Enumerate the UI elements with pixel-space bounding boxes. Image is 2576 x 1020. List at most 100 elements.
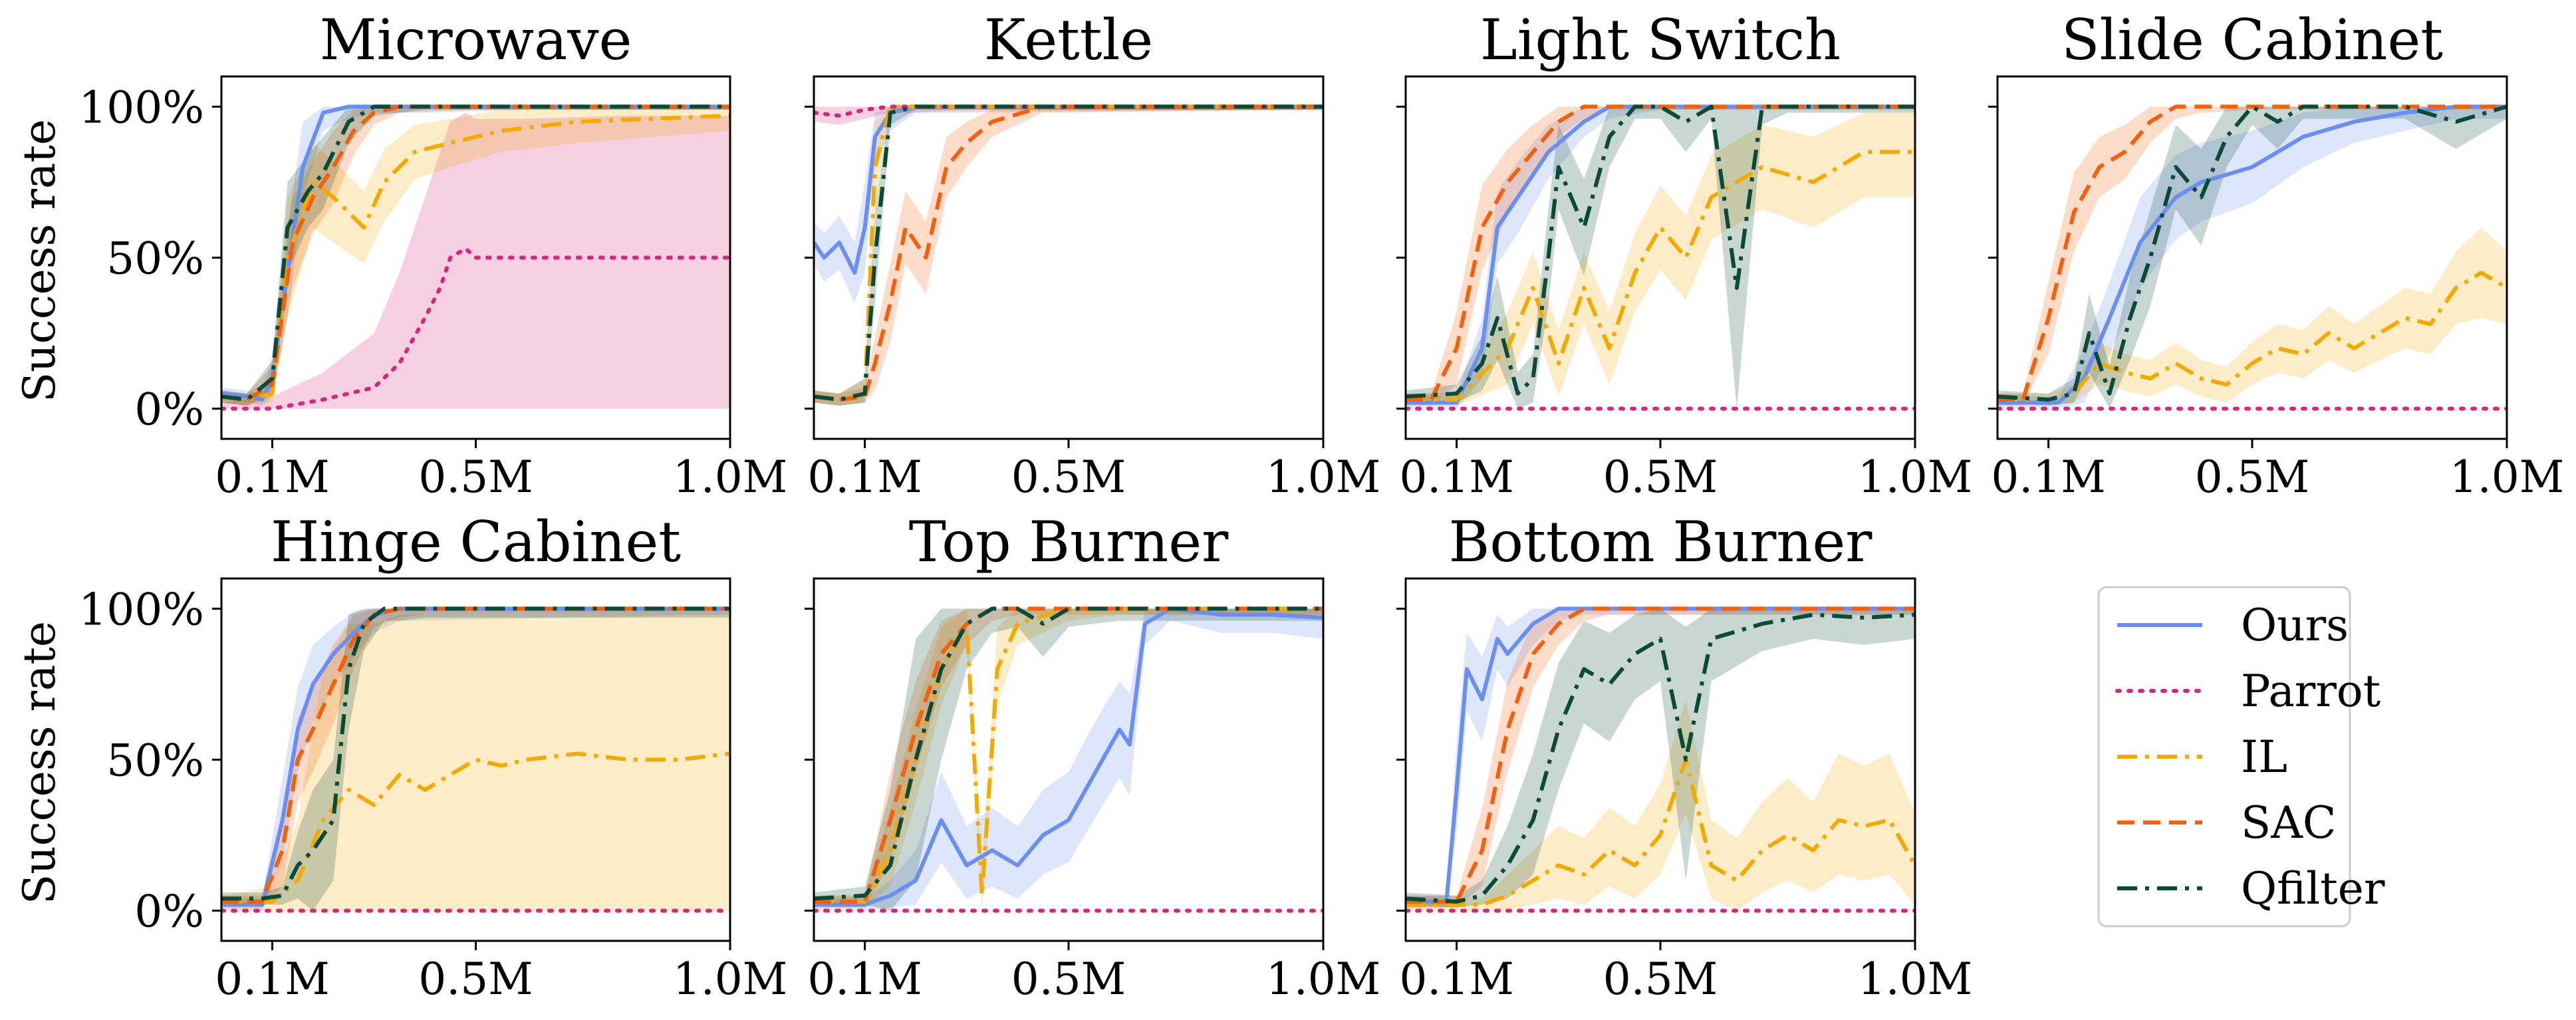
panel-lines [814, 104, 1323, 402]
x-tick-label: 1.0M [1266, 954, 1381, 1005]
band-qfilter [814, 106, 1323, 406]
panel-title: Kettle [984, 7, 1153, 72]
panel-slide-cabinet: 0.1M 0.5M 1.0M Slide Cabinet [1988, 7, 2564, 503]
band-il [814, 608, 1323, 911]
x-tick-label: 0.5M [418, 954, 533, 1005]
y-tick-label: 100% [78, 584, 204, 635]
x-tick-label: 0.1M [807, 954, 922, 1005]
legend-entry-qfilter: Qfilter [2117, 863, 2385, 914]
panel-title: Hinge Cabinet [271, 509, 681, 574]
band-qfilter [1997, 106, 2507, 409]
panel-title: Light Switch [1480, 7, 1841, 72]
legend-entries: Ours Parrot IL SAC Qfilter [2115, 600, 2385, 914]
panel-lines [1406, 104, 1915, 411]
band-ours [814, 608, 1323, 911]
x-tick-label: 0.1M [1399, 451, 1514, 503]
x-tick-label: 0.1M [1991, 451, 2106, 503]
x-tick-label: 0.1M [1399, 954, 1514, 1005]
panel-hinge-cabinet: 0.1M 0.5M 1.0M 0% 50% 100% Hinge Cabinet [78, 509, 787, 1005]
series-line-sac [1406, 104, 1915, 402]
series-line-qfilter [1406, 612, 1915, 904]
band-parrot [814, 106, 1323, 125]
band-il [814, 106, 1323, 406]
series-line-sac [221, 606, 730, 904]
x-tick-label: 0.5M [2195, 451, 2310, 503]
band-il [221, 106, 730, 406]
panel-top-burner: 0.1M 0.5M 1.0M Top Burner [805, 509, 1380, 1005]
band-il [1406, 699, 1915, 911]
y-tick-label: 100% [78, 82, 204, 133]
legend-frame [2097, 586, 2351, 928]
series-line-qfilter [1406, 104, 1915, 399]
series-line-ours [814, 104, 1323, 275]
panel-kettle: 0.1M 0.5M 1.0M Kettle [805, 7, 1380, 503]
legend-entry-sac: SAC [2117, 797, 2336, 848]
panel-title: Bottom Burner [1449, 509, 1873, 574]
panel-bottom-burner: 0.1M 0.5M 1.0M Bottom Burner [1396, 509, 1972, 1005]
panel-microwave: 0.1M 0.5M 1.0M 0% 50% 100% Microwave [78, 7, 787, 503]
x-tick-label: 1.0M [2450, 451, 2565, 503]
x-tick-label: 1.0M [1858, 451, 1973, 503]
band-sac [1406, 608, 1915, 908]
legend-label-qfilter: Qfilter [2241, 863, 2385, 914]
series-line-il [814, 104, 1323, 402]
x-tick-label: 1.0M [1858, 954, 1973, 1005]
series-line-sac [1406, 606, 1915, 904]
band-qfilter [814, 608, 1323, 911]
series-line-sac [814, 606, 1323, 904]
panel-light-switch: 0.1M 0.5M 1.0M Light Switch [1396, 7, 1972, 503]
x-tick-label: 0.5M [1011, 451, 1126, 503]
y-axis-labels: Success rate Success rate [14, 119, 65, 904]
band-sac [1406, 106, 1915, 406]
series-line-il [1406, 150, 1915, 402]
legend-label-parrot: Parrot [2241, 666, 2381, 717]
series-line-qfilter [1997, 104, 2507, 402]
panel-lines [814, 606, 1323, 913]
series-line-sac [814, 104, 1323, 402]
band-ours [1406, 106, 1915, 409]
legend-label-il: IL [2241, 731, 2287, 783]
series-line-qfilter [221, 104, 730, 402]
x-tick-label: 0.1M [215, 954, 330, 1005]
series-line-qfilter [814, 104, 1323, 402]
legend-entry-parrot: Parrot [2115, 666, 2381, 717]
legend-label-sac: SAC [2241, 797, 2336, 848]
x-tick-label: 1.0M [673, 451, 788, 503]
y-tick-label: 0% [134, 886, 204, 938]
x-tick-label: 1.0M [673, 954, 788, 1005]
legend-entry-il: IL [2117, 731, 2287, 783]
y-tick-label: 50% [106, 233, 204, 285]
series-line-il [1997, 271, 2507, 402]
legend-label-ours: Ours [2241, 600, 2349, 651]
y-axis-label-top-row: Success rate [14, 119, 65, 402]
band-il [1406, 112, 1915, 406]
panel-bands [1406, 106, 1915, 409]
chart-panels: 0.1M 0.5M 1.0M 0% 50% 100% Microwave 0.1M 0.5M 1.… [78, 7, 2564, 1005]
y-tick-label: 0% [134, 384, 204, 436]
series-line-parrot [221, 246, 730, 411]
panel-lines [221, 606, 730, 913]
panel-lines [1997, 104, 2507, 411]
panel-bands [814, 106, 1323, 406]
panel-lines [221, 104, 730, 411]
panel-bands [814, 608, 1323, 911]
series-line-qfilter [814, 606, 1323, 901]
series-line-sac [1997, 104, 2507, 402]
panel-title: Microwave [320, 7, 632, 72]
series-line-ours [1406, 606, 1915, 904]
panel-lines [1406, 606, 1915, 913]
x-tick-label: 1.0M [1266, 451, 1381, 503]
x-tick-label: 0.5M [418, 451, 533, 503]
band-sac [814, 106, 1323, 406]
panel-title: Top Burner [909, 509, 1229, 574]
y-tick-label: 50% [106, 735, 204, 787]
legend: Ours Parrot IL SAC Qfilter [2097, 586, 2385, 928]
band-parrot [221, 112, 730, 409]
series-line-il [221, 114, 730, 402]
panel-bands [1406, 608, 1915, 911]
x-tick-label: 0.5M [1011, 954, 1126, 1005]
band-il [1997, 227, 2507, 406]
panel-title: Slide Cabinet [2061, 7, 2443, 72]
legend-entry-ours: Ours [2117, 600, 2349, 651]
